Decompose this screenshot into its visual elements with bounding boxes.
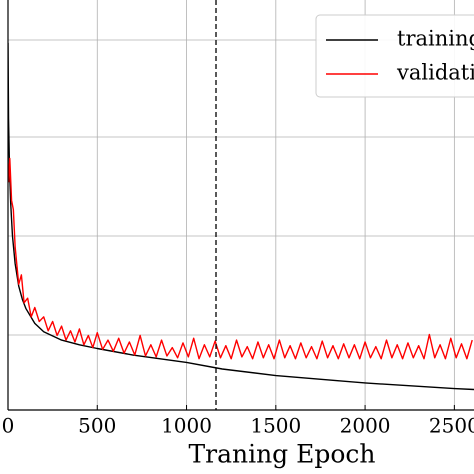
legend-label: validation	[396, 61, 474, 85]
x-axis-label: Traning Epoch	[188, 440, 375, 469]
x-tick-label: 2000	[340, 414, 391, 438]
legend-label: training	[397, 27, 474, 51]
legend-box	[315, 14, 474, 98]
x-tick-label: 0	[2, 414, 15, 438]
series-line	[8, 157, 473, 360]
plot-area	[8, 0, 474, 410]
x-tick-label: 500	[78, 414, 116, 438]
legend: training validation	[326, 27, 474, 85]
series-line	[8, 42, 474, 391]
x-tick-label: 1500	[250, 414, 301, 438]
x-tick-label: 2500	[429, 414, 474, 438]
x-tick-label: 1000	[161, 414, 212, 438]
x-ticks: 0 500 1000 1500 2000 2500	[2, 405, 474, 438]
